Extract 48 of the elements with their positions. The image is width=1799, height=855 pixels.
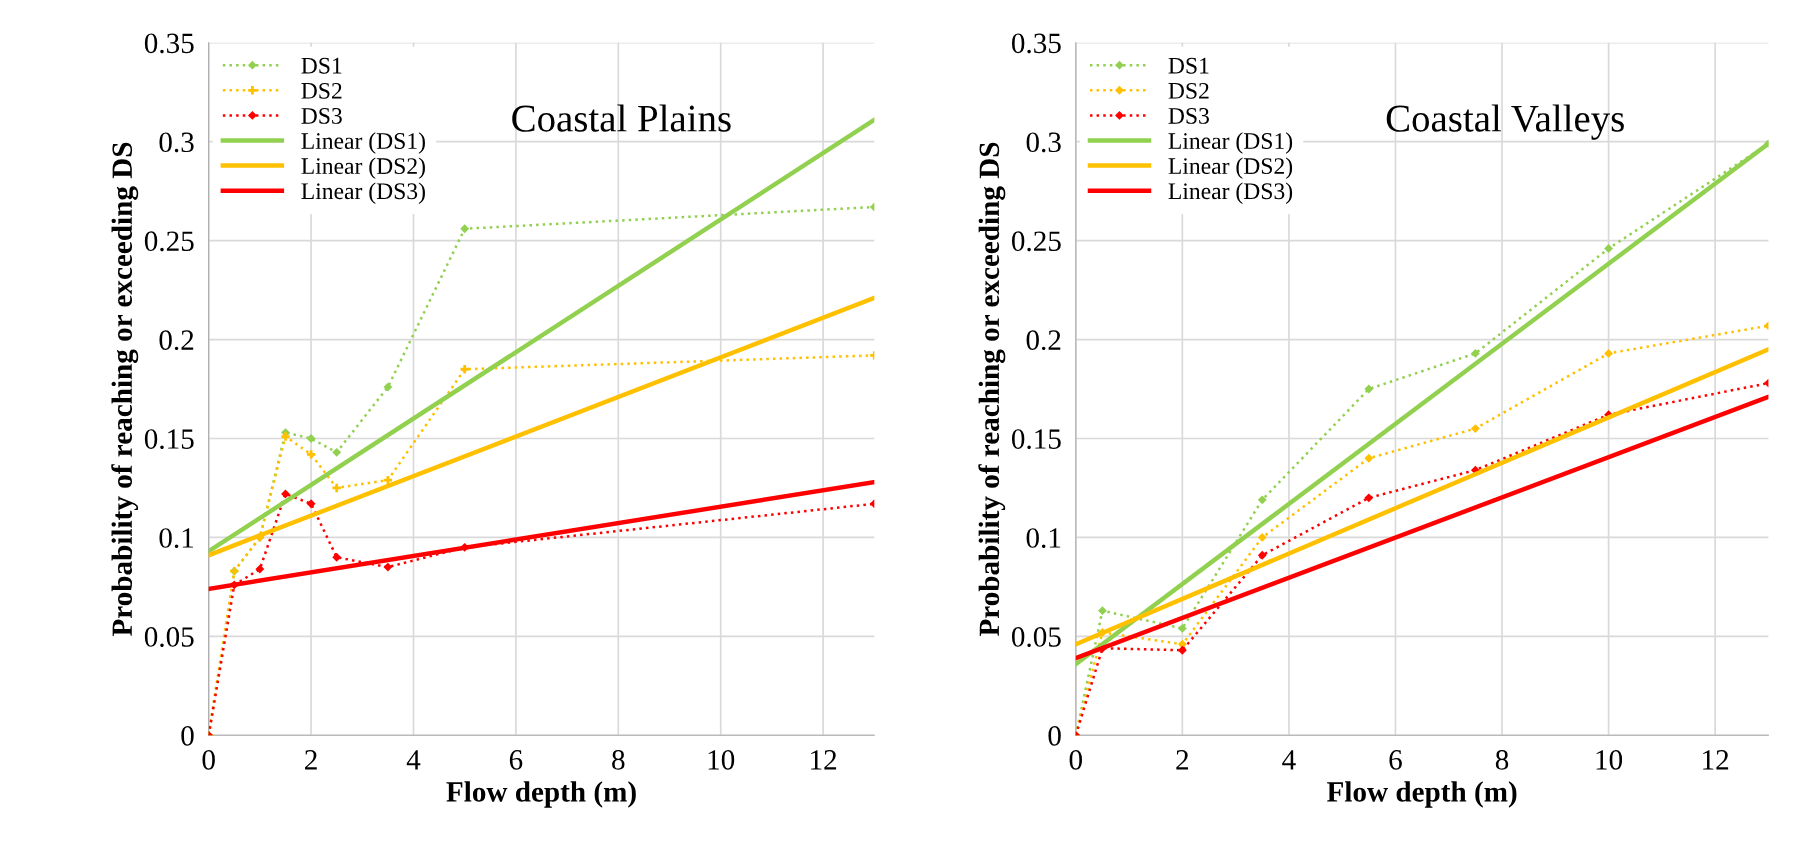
y-tick-label: 0.05: [144, 627, 194, 647]
y-tick-label: 0.2: [1026, 330, 1061, 351]
x-tick-label: 6: [509, 750, 523, 770]
y-tick-label: 0.25: [1011, 231, 1061, 252]
y-tick-label: 0.25: [144, 231, 194, 252]
legend-label: Linear (DS1): [1168, 132, 1293, 154]
legend-label: Linear (DS1): [301, 132, 425, 154]
x-tick-label: 12: [1703, 750, 1729, 770]
text: Coastal Valleys: [1386, 104, 1624, 140]
y-tick-label: 0.3: [1026, 132, 1061, 153]
y-tick-label: 0: [1048, 726, 1061, 746]
x-tick-label: 0: [1069, 750, 1082, 770]
y-tick-label: 0.2: [159, 330, 194, 351]
x-tick-label: 4: [1282, 750, 1296, 770]
legend-label: Linear (DS2): [301, 157, 425, 179]
y-tick-label: 0: [181, 726, 194, 746]
y-tick-label: 0.35: [1011, 33, 1061, 54]
x-tick-label: 0: [202, 750, 215, 770]
y-tick-label: 0.3: [159, 132, 194, 153]
legend-label: DS1: [1168, 57, 1209, 74]
y-axis-title: Probability of reaching or exceeding DS: [978, 142, 1006, 637]
legend-label: DS3: [1168, 108, 1209, 124]
x-tick-label: 2: [305, 750, 317, 770]
y-tick-label: 0.15: [1011, 429, 1061, 450]
text: Coastal Plains: [512, 104, 731, 132]
x-axis-title: Flow depth (m): [1327, 781, 1517, 808]
legend-label: DS2: [301, 82, 342, 99]
y-tick-label: 0.1: [1026, 528, 1061, 548]
legend-label: Linear (DS2): [1168, 157, 1293, 179]
x-tick-label: 8: [1495, 750, 1509, 770]
x-tick-label: 2: [1176, 750, 1189, 770]
x-tick-label: 4: [406, 750, 421, 770]
x-tick-label: 10: [1596, 750, 1623, 770]
legend-label: DS2: [1168, 82, 1209, 99]
legend-label: DS1: [301, 57, 342, 74]
x-tick-label: 12: [811, 750, 837, 770]
x-axis-title: Flow depth (m): [446, 781, 636, 808]
y-tick-label: 0.15: [144, 429, 194, 450]
y-tick-label: 0.1: [159, 528, 194, 548]
x-tick-label: 6: [1389, 750, 1402, 770]
legend-label: DS3: [301, 108, 342, 124]
x-tick-label: 10: [708, 750, 735, 770]
y-tick-label: 0.05: [1011, 627, 1061, 647]
legend-label: Linear (DS3): [301, 182, 425, 204]
y-tick-label: 0.35: [144, 33, 194, 54]
y-axis-title: Probability of reaching or exceeding DS: [111, 142, 139, 637]
x-tick-label: 8: [612, 750, 625, 770]
legend-label: Linear (DS3): [1168, 182, 1293, 204]
